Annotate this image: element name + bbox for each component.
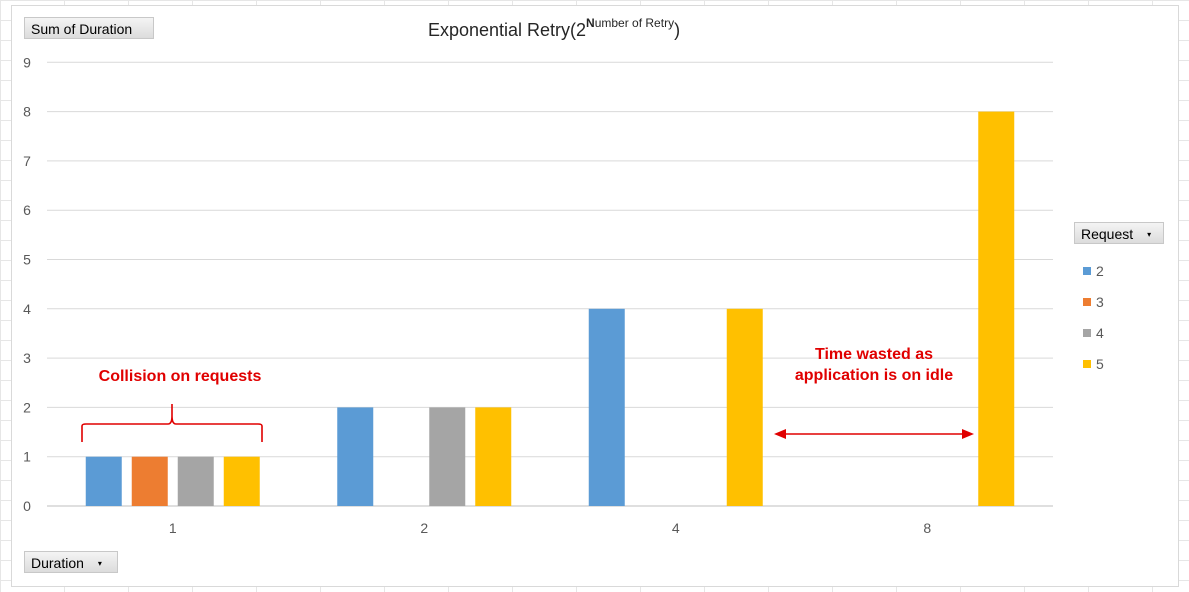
y-tick-label: 8 bbox=[23, 104, 31, 120]
legend-item: 3 bbox=[1083, 286, 1104, 317]
y-tick-label: 2 bbox=[23, 399, 31, 415]
x-tick-label: 4 bbox=[672, 520, 680, 536]
legend-label: 5 bbox=[1096, 355, 1104, 372]
y-tick-label: 7 bbox=[23, 153, 31, 169]
chart-title: Exponential Retry(2Number of Retry) bbox=[0, 16, 1108, 41]
chart-title-sup-rest: umber of Retry bbox=[594, 16, 675, 30]
y-tick-label: 4 bbox=[23, 301, 31, 317]
bar bbox=[131, 456, 168, 506]
legend-label: 4 bbox=[1096, 324, 1104, 341]
bar bbox=[337, 407, 374, 506]
idle-time-annotation: Time wasted as application is on idle bbox=[794, 346, 954, 384]
sum-of-duration-label: Sum of Duration bbox=[31, 21, 133, 37]
chevron-down-icon: ▾ bbox=[97, 559, 102, 569]
legend-swatch bbox=[1083, 359, 1091, 368]
duration-field-button[interactable]: Duration ▾ bbox=[24, 551, 118, 573]
bar bbox=[475, 407, 512, 506]
legend-item: 4 bbox=[1083, 317, 1104, 348]
bar bbox=[429, 407, 466, 506]
legend-swatch bbox=[1083, 297, 1091, 306]
idle-arrow-left-head bbox=[774, 429, 786, 439]
legend-swatch bbox=[1083, 266, 1091, 275]
legend-label: 2 bbox=[1096, 262, 1104, 279]
bar bbox=[978, 111, 1015, 506]
bar bbox=[85, 456, 122, 506]
bar bbox=[177, 456, 214, 506]
chart-title-main: Exponential Retry(2 bbox=[427, 20, 587, 40]
y-tick-label: 3 bbox=[23, 350, 31, 366]
legend-item: 2 bbox=[1083, 255, 1104, 286]
y-tick-label: 5 bbox=[23, 252, 31, 268]
collision-annotation: Collision on requests bbox=[98, 368, 262, 385]
bar bbox=[588, 308, 625, 506]
bar bbox=[223, 456, 260, 506]
bar bbox=[726, 308, 763, 506]
legend-item: 5 bbox=[1083, 348, 1104, 379]
request-label: Request bbox=[1081, 226, 1134, 242]
chart-title-sup-bold: N bbox=[586, 16, 595, 30]
x-tick-label: 8 bbox=[923, 520, 931, 536]
y-tick-label: 0 bbox=[23, 498, 31, 514]
y-tick-label: 6 bbox=[23, 202, 31, 218]
x-tick-label: 1 bbox=[169, 520, 177, 536]
idle-arrow-right-head bbox=[962, 429, 974, 439]
duration-label: Duration bbox=[31, 555, 84, 571]
chart-title-close: ) bbox=[674, 20, 681, 40]
collision-brace bbox=[81, 404, 263, 442]
request-field-button[interactable]: Request ▾ bbox=[1074, 222, 1164, 244]
sum-of-duration-field-button[interactable]: Sum of Duration bbox=[24, 17, 154, 39]
y-tick-label: 9 bbox=[23, 54, 31, 70]
y-tick-label: 1 bbox=[23, 449, 31, 465]
x-tick-label: 2 bbox=[420, 520, 428, 536]
chart-legend: 2 3 4 5 bbox=[1083, 255, 1104, 379]
legend-label: 3 bbox=[1096, 293, 1104, 310]
chevron-down-icon: ▾ bbox=[1147, 230, 1152, 240]
legend-swatch bbox=[1083, 328, 1091, 337]
